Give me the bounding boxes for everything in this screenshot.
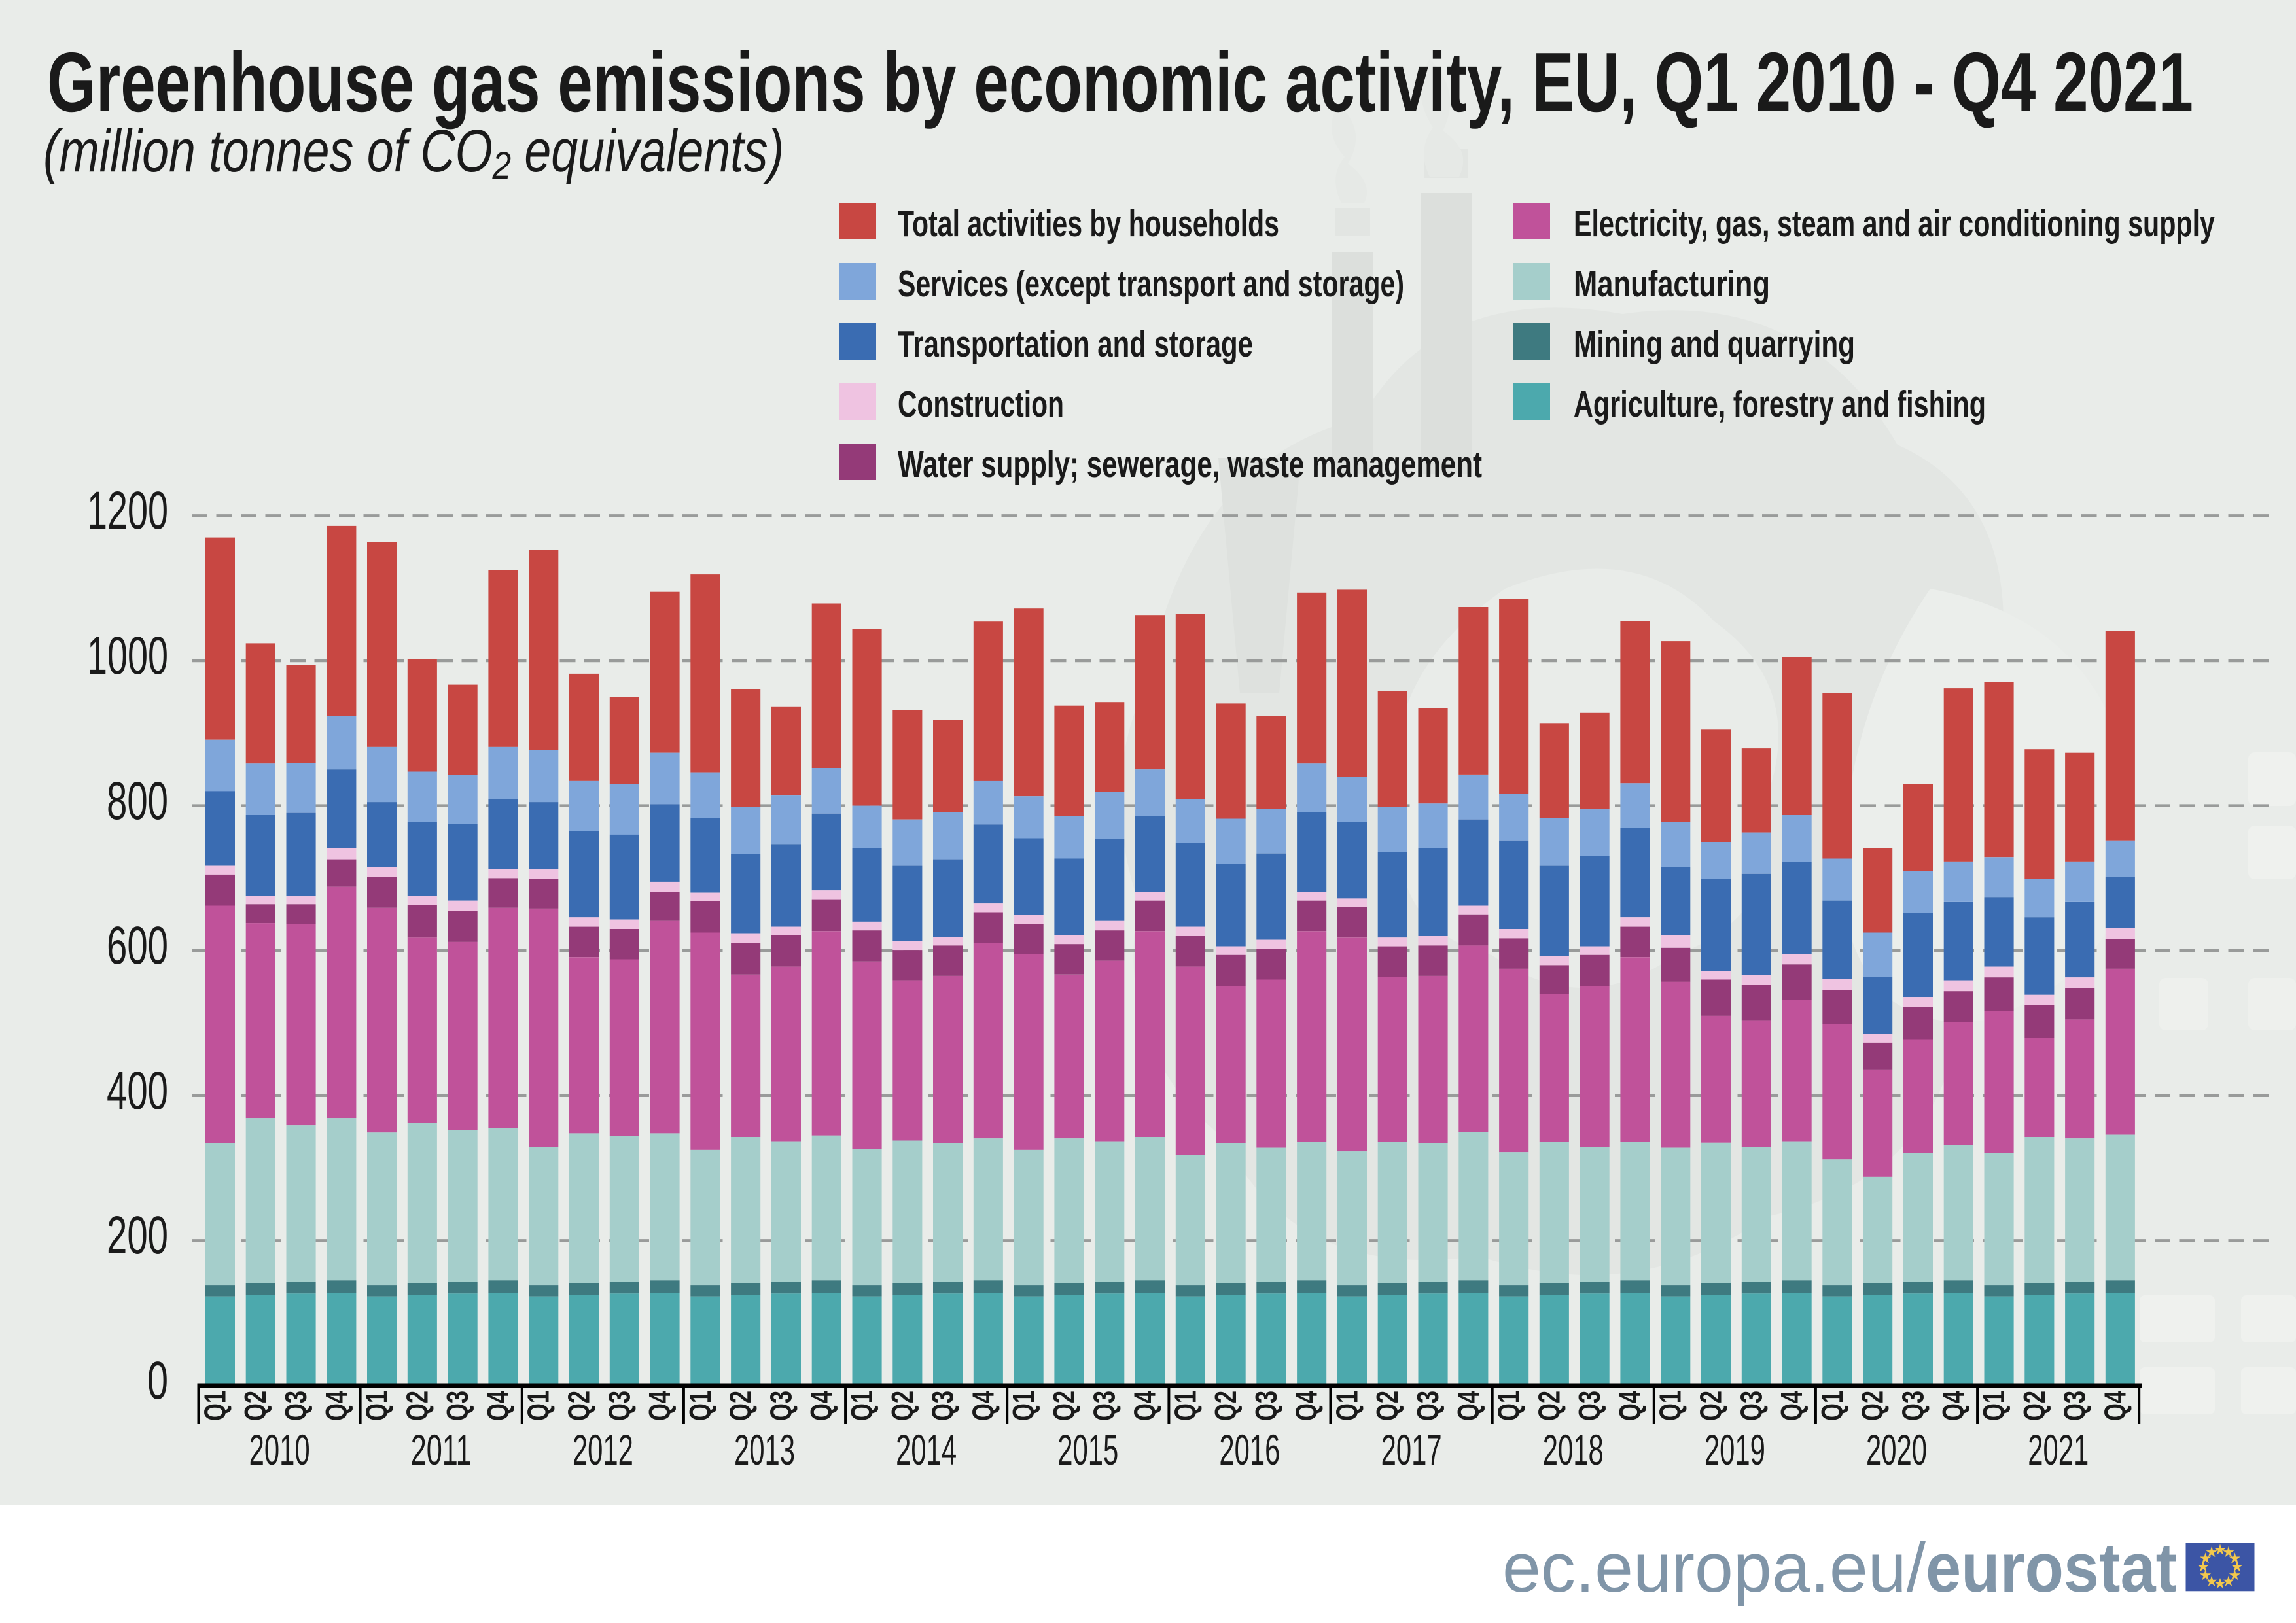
svg-text:2021: 2021 (2028, 1425, 2089, 1474)
svg-text:Q2: Q2 (1856, 1391, 1890, 1421)
svg-text:2015: 2015 (1057, 1425, 1118, 1474)
svg-text:(million tonnes of CO₂ equival: (million tonnes of CO₂ equivalents) (43, 118, 784, 184)
svg-text:2012: 2012 (573, 1425, 633, 1474)
svg-text:Q1: Q1 (1977, 1391, 2011, 1421)
svg-text:Q1: Q1 (1330, 1391, 1364, 1421)
svg-text:Q4: Q4 (1451, 1391, 1485, 1421)
svg-text:Q2: Q2 (562, 1391, 596, 1421)
svg-text:Services (except transport and: Services (except transport and storage) (898, 263, 1404, 305)
svg-text:ec.europa.eu/eurostat: ec.europa.eu/eurostat (1502, 1528, 2177, 1607)
svg-text:Q4: Q4 (1775, 1391, 1809, 1421)
svg-text:Q2: Q2 (238, 1391, 272, 1421)
svg-text:Q2: Q2 (1209, 1391, 1243, 1421)
svg-text:Electricity, gas, steam and ai: Electricity, gas, steam and air conditio… (1574, 203, 2215, 245)
svg-text:Q3: Q3 (602, 1391, 636, 1421)
svg-text:2011: 2011 (411, 1425, 472, 1474)
svg-text:Q4: Q4 (481, 1391, 515, 1421)
svg-text:2013: 2013 (734, 1425, 795, 1474)
svg-text:2019: 2019 (1704, 1425, 1765, 1474)
svg-text:2017: 2017 (1381, 1425, 1442, 1474)
svg-text:Q3: Q3 (1896, 1391, 1930, 1421)
svg-text:Manufacturing: Manufacturing (1574, 263, 1770, 305)
svg-text:Total activities by households: Total activities by households (898, 203, 1279, 245)
svg-text:2016: 2016 (1219, 1425, 1280, 1474)
svg-text:Agriculture, forestry and fish: Agriculture, forestry and fishing (1574, 383, 1986, 425)
svg-text:2020: 2020 (1866, 1425, 1927, 1474)
svg-text:Q4: Q4 (643, 1391, 677, 1421)
svg-text:Q1: Q1 (198, 1391, 232, 1421)
svg-text:200: 200 (107, 1206, 168, 1265)
svg-text:0: 0 (147, 1351, 168, 1410)
svg-text:Q1: Q1 (1006, 1391, 1040, 1421)
svg-text:Q1: Q1 (1815, 1391, 1849, 1421)
svg-text:Q3: Q3 (1249, 1391, 1283, 1421)
svg-text:Q4: Q4 (1290, 1391, 1324, 1421)
svg-text:Q2: Q2 (1047, 1391, 1081, 1421)
svg-text:1200: 1200 (87, 481, 168, 540)
svg-text:Q4: Q4 (966, 1391, 1000, 1421)
svg-text:Q2: Q2 (1370, 1391, 1404, 1421)
svg-text:Q1: Q1 (1168, 1391, 1202, 1421)
svg-text:Q4: Q4 (319, 1391, 353, 1421)
svg-text:Q2: Q2 (724, 1391, 758, 1421)
svg-text:2018: 2018 (1543, 1425, 1604, 1474)
svg-text:Q2: Q2 (1694, 1391, 1728, 1421)
svg-text:Q4: Q4 (2098, 1391, 2132, 1421)
svg-text:Q3: Q3 (764, 1391, 798, 1421)
svg-text:Q4: Q4 (804, 1391, 838, 1421)
svg-text:400: 400 (107, 1061, 168, 1121)
svg-text:Q1: Q1 (845, 1391, 879, 1421)
svg-text:Q3: Q3 (1087, 1391, 1122, 1421)
svg-text:Q1: Q1 (683, 1391, 717, 1421)
svg-text:800: 800 (107, 771, 168, 831)
svg-text:Q4: Q4 (1128, 1391, 1162, 1421)
svg-text:Q3: Q3 (1411, 1391, 1445, 1421)
svg-text:Q3: Q3 (926, 1391, 960, 1421)
svg-text:Q1: Q1 (521, 1391, 556, 1421)
svg-text:Q2: Q2 (2017, 1391, 2051, 1421)
svg-text:Q1: Q1 (360, 1391, 394, 1421)
svg-text:Water supply; sewerage, waste: Water supply; sewerage, waste management (898, 444, 1482, 485)
svg-text:Q3: Q3 (2058, 1391, 2092, 1421)
svg-text:2014: 2014 (896, 1425, 957, 1474)
svg-text:Q2: Q2 (1532, 1391, 1566, 1421)
svg-text:Transportation and storage: Transportation and storage (898, 323, 1253, 365)
svg-text:Q1: Q1 (1492, 1391, 1526, 1421)
svg-text:Construction: Construction (898, 383, 1064, 425)
svg-text:Q4: Q4 (1613, 1391, 1647, 1421)
svg-text:600: 600 (107, 916, 168, 975)
svg-text:1000: 1000 (87, 626, 168, 686)
svg-text:Q3: Q3 (1572, 1391, 1606, 1421)
svg-text:Q1: Q1 (1653, 1391, 1687, 1421)
svg-text:Q2: Q2 (400, 1391, 434, 1421)
svg-text:Q3: Q3 (440, 1391, 474, 1421)
svg-text:Q4: Q4 (1936, 1391, 1970, 1421)
svg-text:Mining and quarrying: Mining and quarrying (1574, 323, 1855, 365)
svg-text:Q2: Q2 (885, 1391, 919, 1421)
svg-text:2010: 2010 (249, 1425, 310, 1474)
svg-text:Greenhouse gas emissions by ec: Greenhouse gas emissions by economic act… (47, 35, 2193, 130)
svg-text:Q3: Q3 (279, 1391, 313, 1421)
svg-text:Q3: Q3 (1734, 1391, 1768, 1421)
